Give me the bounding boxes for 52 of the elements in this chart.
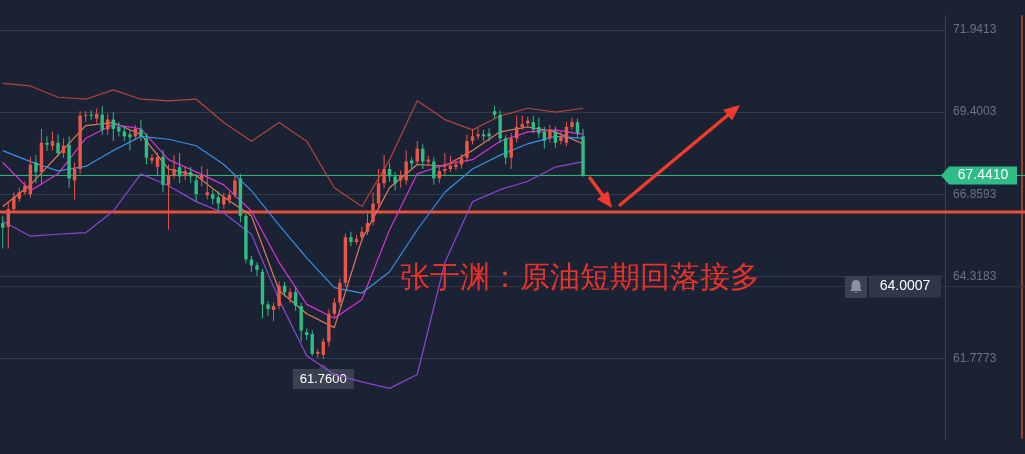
candlestick	[89, 109, 93, 121]
candlestick	[45, 135, 49, 152]
candlestick	[503, 134, 508, 165]
candlestick	[570, 117, 574, 131]
candlestick	[376, 168, 381, 208]
candlestick	[23, 181, 27, 196]
candlestick	[509, 132, 513, 170]
candlestick	[338, 278, 342, 307]
candlestick	[83, 110, 88, 123]
candlestick	[559, 131, 563, 145]
candlestick	[12, 191, 16, 214]
candlestick	[454, 158, 458, 171]
candlestick	[404, 149, 408, 186]
candlestick	[139, 119, 143, 142]
candlestick	[487, 127, 491, 142]
candlestick	[365, 213, 370, 236]
candlestick	[205, 168, 209, 200]
candlestick	[183, 165, 187, 181]
candlestick	[476, 127, 480, 141]
candlestick	[443, 152, 447, 176]
y-tick-label: 66.8593	[953, 186, 997, 201]
annotation: 61.7600	[299, 370, 347, 386]
candlestick	[233, 174, 237, 199]
candlestick	[332, 297, 337, 318]
candlestick	[56, 133, 60, 158]
candlestick	[50, 131, 55, 152]
candlestick	[360, 226, 364, 242]
candlestick	[277, 280, 281, 310]
candlestick	[216, 190, 220, 212]
candlestick	[266, 300, 270, 317]
candlestick	[288, 287, 292, 304]
candlestick	[498, 110, 502, 144]
y-tick-label: 64.3183	[953, 268, 997, 283]
ref-line-label: 64.0007	[879, 277, 931, 294]
candlestick	[172, 154, 176, 179]
candlestick	[255, 261, 259, 277]
y-tick-label: 71.9413	[953, 22, 997, 37]
candlestick	[128, 129, 132, 151]
candlestick	[349, 231, 353, 247]
candlestick	[271, 302, 276, 322]
candlestick	[548, 124, 552, 144]
candlestick	[200, 165, 204, 187]
y-tick-label: 61.7773	[953, 350, 997, 365]
candlestick	[382, 154, 386, 189]
y-tick-label: 69.4003	[953, 104, 997, 119]
candlestick	[465, 134, 469, 163]
ref-line-label: 67.4410	[957, 166, 1009, 183]
candlestick	[537, 117, 541, 139]
candlestick	[144, 132, 149, 165]
candlestick	[166, 163, 171, 231]
candlestick	[150, 153, 154, 165]
candlestick	[371, 191, 375, 226]
